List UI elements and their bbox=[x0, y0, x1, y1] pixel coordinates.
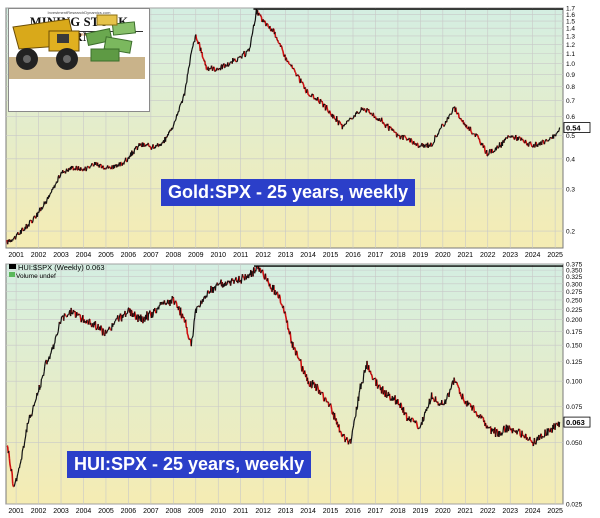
top-y-tick-label: 1.7 bbox=[566, 6, 575, 13]
top-y-tick-label: 0.2 bbox=[566, 229, 575, 236]
bottom-y-tick-label: 0.200 bbox=[566, 317, 583, 324]
top-y-tick-label: 1.1 bbox=[566, 51, 575, 58]
top-x-tick-label: 2023 bbox=[502, 252, 518, 259]
gold-spx-banner: Gold:SPX - 25 years, weekly bbox=[161, 179, 416, 206]
top-last-value-tag bbox=[563, 122, 591, 133]
bottom-x-tick-label: 2022 bbox=[480, 508, 496, 515]
legend-entry-volume: Volume undef bbox=[16, 273, 56, 280]
top-x-tick-label: 2018 bbox=[390, 252, 406, 259]
top-x-tick-label: 2012 bbox=[255, 252, 271, 259]
top-x-tick-label: 2021 bbox=[458, 252, 474, 259]
top-x-tick-label: 2011 bbox=[233, 252, 248, 259]
bottom-x-tick-label: 2025 bbox=[547, 508, 563, 515]
bottom-x-tick-label: 2023 bbox=[502, 508, 518, 515]
top-x-tick-label: 2009 bbox=[188, 252, 204, 259]
bottom-y-tick-label: 0.375 bbox=[566, 262, 583, 269]
legend-volume-swatch bbox=[9, 272, 15, 277]
bottom-x-tick-label: 2015 bbox=[323, 508, 339, 515]
top-x-tick-label: 2007 bbox=[143, 252, 159, 259]
bottom-x-tick-label: 2008 bbox=[166, 508, 182, 515]
top-x-tick-label: 2016 bbox=[345, 252, 361, 259]
top-x-tick-label: 2019 bbox=[413, 252, 429, 259]
bottom-x-tick-label: 2016 bbox=[345, 508, 361, 515]
top-y-tick-label: 1.3 bbox=[566, 33, 575, 40]
bottom-x-tick-label: 2020 bbox=[435, 508, 451, 515]
bottom-y-tick-label: 0.125 bbox=[566, 359, 583, 366]
top-y-tick-label: 1.0 bbox=[566, 61, 575, 68]
bottom-y-tick-label: 0.050 bbox=[566, 440, 583, 447]
top-y-tick-label: 0.8 bbox=[566, 84, 575, 91]
bottom-x-tick-label: 2010 bbox=[210, 508, 226, 515]
top-y-tick-label: 0.7 bbox=[566, 98, 575, 105]
bottom-x-tick-label: 2005 bbox=[98, 508, 114, 515]
bottom-x-tick-label: 2012 bbox=[255, 508, 271, 515]
top-y-tick-label: 1.2 bbox=[566, 42, 575, 49]
top-y-tick-label: 1.4 bbox=[566, 26, 575, 33]
top-x-tick-label: 2001 bbox=[8, 252, 24, 259]
bottom-x-tick-label: 2019 bbox=[413, 508, 429, 515]
bottom-y-tick-label: 0.025 bbox=[566, 502, 583, 509]
bottom-x-tick-label: 2014 bbox=[300, 508, 316, 515]
top-y-tick-label: 0.4 bbox=[566, 156, 575, 163]
top-x-tick-label: 2025 bbox=[547, 252, 563, 259]
top-x-tick-label: 2004 bbox=[76, 252, 92, 259]
top-x-tick-label: 2006 bbox=[121, 252, 137, 259]
bottom-y-tick-label: 0.150 bbox=[566, 343, 583, 350]
bottom-x-tick-label: 2017 bbox=[368, 508, 384, 515]
bottom-x-tick-label: 2004 bbox=[76, 508, 92, 515]
top-y-tick-label: 0.5 bbox=[566, 133, 575, 140]
bottom-y-tick-label: 0.300 bbox=[566, 281, 583, 288]
bottom-x-tick-label: 2001 bbox=[8, 508, 24, 515]
bottom-x-tick-label: 2006 bbox=[121, 508, 137, 515]
bottom-last-value-label: 0.063 bbox=[566, 418, 585, 427]
top-x-tick-label: 2013 bbox=[278, 252, 294, 259]
bottom-x-tick-label: 2007 bbox=[143, 508, 159, 515]
bottom-y-tick-label: 0.275 bbox=[566, 289, 583, 296]
bottom-x-tick-label: 2018 bbox=[390, 508, 406, 515]
top-series-up-bars bbox=[7, 9, 561, 245]
bottom-x-tick-label: 2011 bbox=[233, 508, 248, 515]
bottom-x-tick-label: 2009 bbox=[188, 508, 204, 515]
bottom-x-tick-label: 2013 bbox=[278, 508, 294, 515]
top-x-tick-label: 2010 bbox=[210, 252, 226, 259]
top-x-tick-label: 2020 bbox=[435, 252, 451, 259]
top-y-tick-label: 0.6 bbox=[566, 114, 575, 121]
bottom-x-tick-label: 2002 bbox=[31, 508, 47, 515]
bottom-x-tick-label: 2003 bbox=[53, 508, 69, 515]
legend-swatch bbox=[9, 264, 16, 269]
top-y-tick-label: 0.3 bbox=[566, 186, 575, 193]
mining-truck-icon bbox=[9, 14, 145, 79]
top-x-tick-label: 2002 bbox=[31, 252, 47, 259]
bottom-y-tick-label: 0.350 bbox=[566, 268, 583, 275]
bottom-y-tick-label: 0.250 bbox=[566, 297, 583, 304]
bottom-y-tick-label: 0.325 bbox=[566, 274, 583, 281]
bottom-x-tick-label: 2021 bbox=[458, 508, 474, 515]
top-x-tick-label: 2024 bbox=[525, 252, 541, 259]
hui-spx-banner: HUI:SPX - 25 years, weekly bbox=[67, 451, 312, 478]
top-x-tick-label: 2005 bbox=[98, 252, 114, 259]
bottom-last-value-tag bbox=[563, 416, 591, 428]
top-last-value-label: 0.54 bbox=[566, 124, 581, 133]
bottom-y-tick-label: 0.175 bbox=[566, 329, 583, 336]
logo-small-text: InvestmentResearchDynamics.com bbox=[47, 10, 111, 15]
bottom-y-tick-label: 0.225 bbox=[566, 307, 583, 314]
top-y-tick-label: 0.9 bbox=[566, 72, 575, 79]
top-x-tick-label: 2017 bbox=[368, 252, 384, 259]
top-x-tick-label: 2015 bbox=[323, 252, 339, 259]
top-x-tick-label: 2008 bbox=[166, 252, 182, 259]
bottom-x-tick-label: 2024 bbox=[525, 508, 541, 515]
top-y-tick-label: 1.5 bbox=[566, 19, 575, 26]
mining-stock-journal-logo: InvestmentResearchDynamics.com MINING ST… bbox=[8, 8, 150, 112]
bottom-series-up-bars bbox=[7, 265, 561, 487]
top-x-tick-label: 2014 bbox=[300, 252, 316, 259]
legend-entry-hui-spx: HUI:$SPX (Weekly) 0.063 bbox=[18, 263, 105, 272]
top-y-tick-label: 1.6 bbox=[566, 12, 575, 19]
top-x-tick-label: 2022 bbox=[480, 252, 496, 259]
bottom-y-tick-label: 0.075 bbox=[566, 404, 583, 411]
bottom-y-tick-label: 0.100 bbox=[566, 379, 583, 386]
top-x-tick-label: 2003 bbox=[53, 252, 69, 259]
